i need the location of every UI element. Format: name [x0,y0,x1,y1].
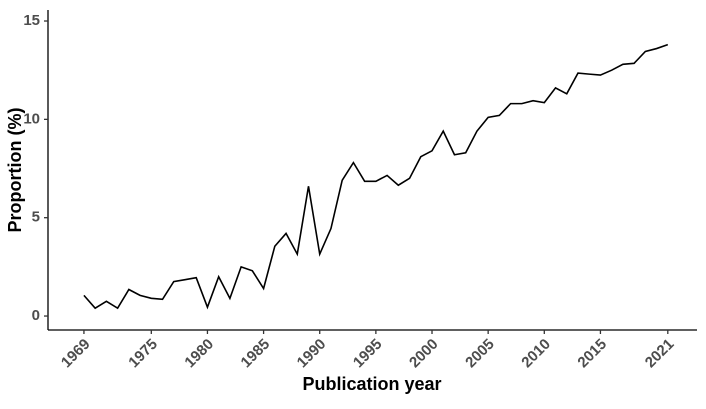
x-tick-label: 1985 [238,336,274,372]
x-tick-label: 1969 [58,336,94,372]
x-tick-label: 2005 [462,336,498,372]
x-tick-label: 2000 [406,336,442,372]
x-tick-label: 2021 [642,336,678,372]
x-tick-label: 1980 [181,336,217,372]
x-tick-label: 2010 [518,336,554,372]
y-tick-label: 5 [32,209,40,226]
x-tick-label: 1990 [294,336,330,372]
x-axis-label: Publication year [302,374,441,394]
y-tick-label: 10 [23,110,40,127]
x-tick-label: 2015 [574,336,610,372]
x-tick-label: 1995 [350,336,386,372]
y-tick-label: 0 [32,307,40,324]
y-tick-label: 15 [23,12,40,29]
y-axis-label: Proportion (%) [5,108,25,233]
line [83,43,669,310]
x-tick-label: 1975 [125,336,161,372]
